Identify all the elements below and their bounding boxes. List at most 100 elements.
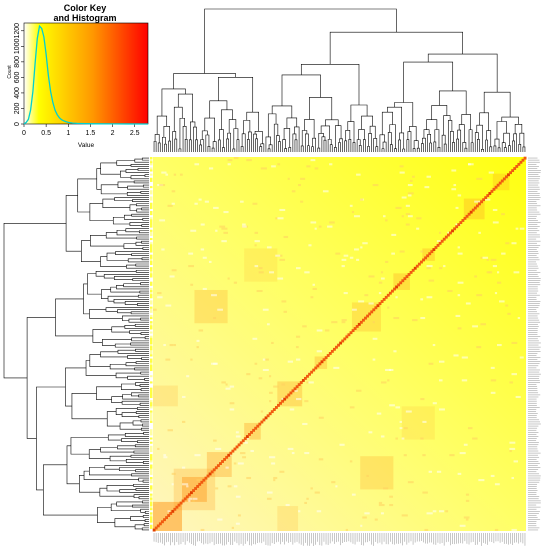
heatmap-cell [217, 308, 223, 311]
heatmap-diagonal-cell [471, 208, 475, 212]
column-dendrogram-branch [217, 139, 221, 152]
heatmap-cell [200, 528, 205, 531]
row-side-cell [150, 452, 153, 455]
row-dendrogram-branch [142, 247, 149, 250]
row-side-cell [150, 470, 153, 474]
heatmap-cell [165, 304, 172, 307]
row-side-cell [150, 425, 153, 428]
column-dendrogram-branch [267, 148, 271, 152]
heatmap-diagonal-cell [241, 439, 245, 443]
heatmap-diagonal-cell [177, 503, 181, 507]
row-side-cell [150, 333, 153, 336]
column-dendrogram-branch [443, 143, 447, 152]
row-dendrogram-branch [135, 411, 149, 414]
row-side-cell [150, 310, 153, 314]
row-dendrogram-branch [134, 367, 149, 371]
column-dendrogram-branch [481, 149, 484, 152]
column-dendrogram-branch [156, 115, 168, 135]
heatmap-diagonal-cell [434, 246, 438, 249]
row-side-cell [150, 383, 153, 386]
row-side-cell [150, 337, 153, 341]
heatmap-diagonal-cell [509, 171, 512, 175]
heatmap-cell [283, 235, 289, 239]
heatmap-cell [273, 479, 276, 482]
column-dendrogram-branch [476, 124, 483, 150]
row-dendrogram-branch [43, 464, 98, 516]
heatmap-cell [399, 250, 405, 253]
heatmap-cell [279, 258, 286, 261]
column-dendrogram-branch [501, 116, 519, 125]
column-dendrogram-branch [163, 126, 170, 142]
heatmap-cell [237, 462, 244, 465]
row-side-cell [150, 269, 153, 272]
row-side-cell [150, 449, 153, 453]
heatmap-cell [161, 171, 167, 174]
heatmap-diagonal-cell [469, 210, 473, 214]
heatmap-cell [157, 447, 160, 450]
heatmap-cell [407, 184, 413, 187]
row-side-cell [150, 194, 153, 197]
heatmap-cell [395, 406, 400, 409]
row-dendrogram-branch [140, 388, 149, 392]
row-side-cell [150, 524, 153, 528]
column-dendrogram-branch [329, 144, 333, 152]
row-side-cell [150, 508, 153, 511]
row-side-cell [150, 493, 153, 496]
column-dendrogram-branch [178, 148, 182, 152]
row-side-cell [150, 410, 153, 413]
heatmap-cell [331, 321, 338, 324]
heatmap-cell [229, 385, 235, 388]
column-dendrogram-branch [423, 129, 430, 139]
heatmap-diagonal-cell [422, 258, 425, 262]
row-side-cell [150, 391, 153, 395]
heatmap-diagonal-cell [306, 374, 309, 378]
row-dendrogram-branch [117, 445, 149, 450]
heatmap-cell [254, 362, 258, 365]
row-dendrogram-branch [140, 190, 149, 194]
heatmap-cell [235, 435, 241, 438]
heatmap-diagonal-cell [465, 214, 469, 218]
heatmap-diagonal-cell [163, 518, 166, 522]
heatmap-cell [420, 250, 424, 253]
row-dendrogram-branch [87, 273, 102, 295]
heatmap-diagonal-cell [272, 408, 276, 411]
heatmap-cell [499, 300, 505, 303]
heatmap-cell [438, 408, 445, 411]
heatmap-cell [237, 514, 241, 517]
row-side-cell [150, 429, 153, 432]
heatmap-cell [188, 265, 194, 268]
column-dendrogram-branch [305, 133, 309, 152]
column-dendrogram-branch [294, 126, 300, 152]
row-side-cell [150, 520, 153, 523]
column-dendrogram-branch [403, 61, 454, 103]
column-dendrogram-branch [339, 138, 343, 152]
heatmap-diagonal-cell [248, 433, 251, 436]
heatmap-cell [240, 200, 244, 203]
column-dendrogram-branch [288, 147, 292, 152]
row-dendrogram-branch [105, 232, 137, 239]
color-key-x-tick-label: 1.5 [86, 130, 96, 137]
heatmap-cell [399, 427, 403, 430]
column-dendrogram-branch [190, 121, 196, 140]
row-side-cell [150, 265, 153, 268]
row-side-cell [150, 485, 153, 488]
row-side-cell [150, 360, 153, 363]
heatmap-cell [269, 375, 272, 378]
row-side-cell [150, 506, 153, 509]
heatmap-cell [358, 300, 365, 303]
row-dendrogram-branch [131, 253, 149, 256]
heatmap-cell [438, 231, 442, 234]
heatmap-cell [266, 491, 273, 494]
row-side-cell [150, 275, 153, 278]
heatmap-cell [318, 225, 322, 228]
heatmap-diagonal-cell [256, 424, 260, 428]
row-dendrogram-branch [140, 427, 149, 431]
row-dendrogram-branch [141, 157, 149, 161]
row-labels [528, 157, 541, 531]
column-dendrogram-branch [259, 146, 263, 152]
heatmap-diagonal-cell [324, 356, 328, 360]
heatmap-cell [171, 202, 175, 205]
heatmap-diagonal-cell [355, 325, 359, 328]
heatmap-cell [494, 483, 500, 486]
heatmap-cell [465, 302, 471, 305]
